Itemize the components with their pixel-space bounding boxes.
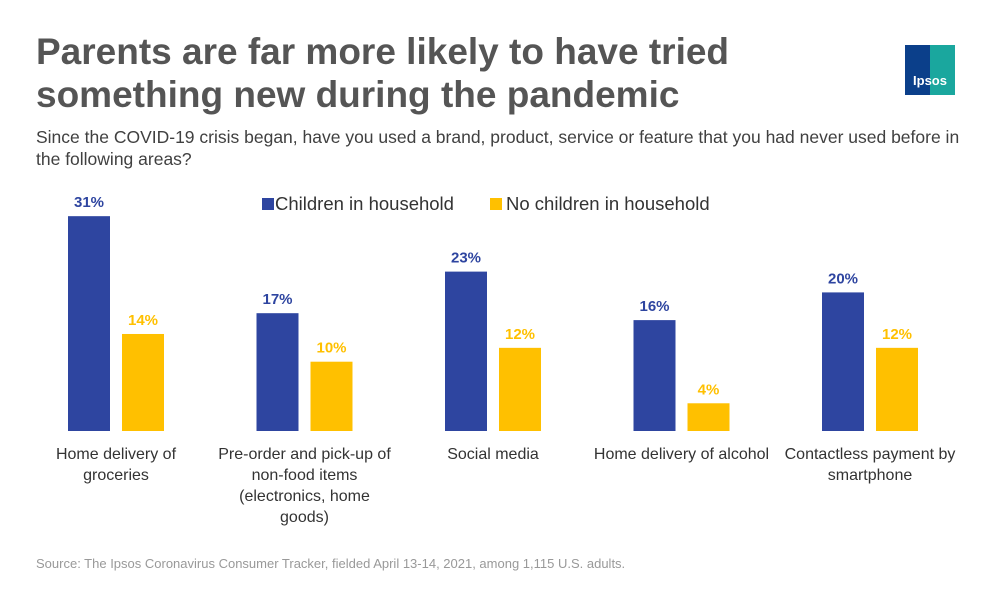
data-label: 4%	[698, 381, 720, 398]
bar	[876, 347, 918, 431]
x-tick-label: Social media	[447, 446, 539, 463]
data-label: 12%	[882, 326, 912, 343]
x-tick-label: Pre-order and pick-up of non-food items …	[218, 446, 391, 526]
legend-label: No children in household	[506, 193, 710, 214]
bar	[310, 361, 353, 431]
data-label: 16%	[639, 298, 669, 315]
data-label: 20%	[828, 270, 858, 287]
bar	[256, 313, 299, 431]
chart-subtitle: Since the COVID-19 crisis began, have yo…	[36, 127, 960, 169]
chart-title: Parents are far more likely to have trie…	[36, 31, 730, 115]
bar	[687, 403, 730, 431]
legend-swatch	[490, 198, 502, 210]
bar	[499, 347, 541, 431]
data-label: 12%	[505, 326, 535, 343]
bar	[122, 333, 164, 431]
data-label: 17%	[262, 291, 292, 308]
legend-swatch	[262, 198, 274, 210]
legend-label: Children in household	[275, 193, 454, 214]
bar	[822, 292, 864, 431]
data-label: 23%	[451, 250, 481, 267]
logo-text: Ipsos	[913, 73, 947, 88]
bar	[445, 271, 487, 431]
data-label: 14%	[128, 312, 158, 329]
x-tick-label: Home delivery of alcohol	[593, 446, 770, 463]
logo-accent	[930, 45, 955, 95]
source-note: Source: The Ipsos Coronavirus Consumer T…	[36, 556, 626, 571]
data-label: 31%	[74, 194, 104, 211]
bar	[633, 320, 676, 431]
x-tick-label: Home delivery of groceries	[55, 446, 177, 484]
logo: Ipsos	[905, 45, 955, 95]
data-label: 10%	[316, 340, 346, 357]
bar	[68, 216, 110, 431]
x-tick-label: Contactless payment by smartphone	[784, 446, 956, 484]
